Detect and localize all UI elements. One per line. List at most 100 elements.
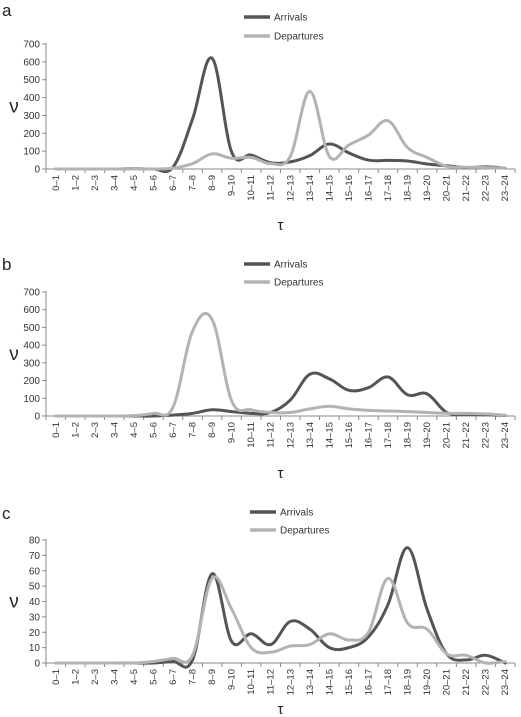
- y-tick-label: 600: [23, 57, 40, 68]
- x-tick-label: 0–1: [51, 669, 62, 685]
- x-tick-label: 1–2: [70, 175, 81, 191]
- x-tick-label: 20–21: [442, 669, 453, 695]
- x-tick-label: 5–6: [148, 669, 159, 685]
- y-tick-label: 20: [29, 628, 41, 639]
- y-tick-label: 700: [23, 288, 40, 299]
- y-tick-label: 500: [23, 323, 40, 334]
- x-tick-label: 19–20: [422, 175, 433, 201]
- x-tick-label: 19–20: [422, 422, 433, 448]
- x-axis-title: τ: [278, 217, 284, 234]
- x-tick-label: 19–20: [422, 669, 433, 695]
- y-tick-label: 400: [23, 93, 40, 104]
- series-line-arrivals: [54, 56, 507, 174]
- x-tick-label: 8–9: [207, 422, 218, 438]
- x-tick-label: 10–11: [246, 175, 257, 201]
- y-tick-label: 70: [29, 551, 41, 562]
- panel-label: a: [2, 1, 12, 20]
- x-tick-label: 21–22: [461, 175, 472, 201]
- x-tick-label: 4–5: [129, 422, 140, 438]
- y-tick-label: 300: [23, 358, 40, 369]
- x-axis-title: τ: [278, 465, 284, 482]
- x-tick-label: 17–18: [383, 422, 394, 448]
- y-tick-label: 0: [34, 412, 40, 423]
- y-tick-label: 0: [34, 659, 40, 670]
- y-tick-label: 300: [23, 111, 40, 122]
- series-line-arrivals: [54, 371, 507, 418]
- x-tick-label: 4–5: [129, 175, 140, 191]
- x-tick-label: 18–19: [403, 422, 414, 448]
- legend-label-departures: Departures: [274, 32, 323, 43]
- x-tick-label: 3–4: [109, 669, 120, 685]
- x-tick-label: 16–17: [363, 422, 374, 448]
- y-tick-label: 700: [23, 40, 40, 51]
- y-tick-label: 50: [29, 582, 41, 593]
- chart-panel-c: c 0 10 20 30 40 50 60 70 80 0–1 1–2 2–3 3–4 4–5 5–6 6–7 7…: [2, 504, 516, 717]
- y-tick-label: 100: [23, 147, 40, 158]
- x-tick-label: 0–1: [51, 422, 62, 438]
- x-tick-label: 9–10: [227, 422, 238, 443]
- y-tick-label: 200: [23, 129, 40, 140]
- x-tick-label: 13–14: [305, 669, 316, 695]
- legend-label-arrivals: Arrivals: [280, 508, 313, 519]
- y-axis-title: ν: [9, 592, 19, 613]
- x-tick-label: 16–17: [363, 669, 374, 695]
- x-tick-label: 17–18: [383, 669, 394, 695]
- y-axis-title: ν: [9, 97, 19, 118]
- y-tick-label: 10: [29, 643, 41, 654]
- x-tick-label: 0–1: [51, 175, 62, 191]
- x-tick-label: 4–5: [129, 669, 140, 685]
- x-tick-label: 20–21: [442, 422, 453, 448]
- legend-label-departures: Departures: [280, 526, 329, 537]
- x-tick-label: 1–2: [70, 422, 81, 438]
- x-tick-label: 7–8: [188, 422, 199, 438]
- x-tick-label: 22–23: [481, 669, 492, 695]
- chart-panel-a: a 0 100 200 300 400 500 600 700 0–1 1–2 2–3 3–4 4–5 5–…: [2, 1, 516, 234]
- x-tick-label: 8–9: [207, 669, 218, 685]
- x-tick-label: 15–16: [344, 669, 355, 695]
- x-tick-label: 23–24: [500, 669, 511, 695]
- panel-label: b: [2, 255, 11, 274]
- x-tick-label: 6–7: [168, 175, 179, 191]
- x-tick-label: 23–24: [500, 175, 511, 201]
- series-line-departures: [54, 311, 507, 418]
- y-tick-label: 100: [23, 394, 40, 405]
- x-tick-label: 6–7: [168, 669, 179, 685]
- x-tick-label: 7–8: [188, 175, 199, 191]
- x-tick-label: 3–4: [109, 175, 120, 191]
- x-tick-label: 21–22: [461, 669, 472, 695]
- x-tick-label: 3–4: [109, 422, 120, 438]
- legend-label-departures: Departures: [274, 278, 323, 289]
- series-line-departures: [54, 575, 507, 665]
- y-tick-label: 200: [23, 376, 40, 387]
- y-tick-label: 80: [29, 536, 41, 547]
- x-tick-label: 5–6: [148, 422, 159, 438]
- x-tick-label: 10–11: [246, 422, 257, 448]
- x-tick-label: 21–22: [461, 422, 472, 448]
- y-tick-label: 30: [29, 612, 41, 623]
- y-tick-label: 40: [29, 597, 41, 608]
- legend-label-arrivals: Arrivals: [274, 13, 307, 24]
- x-tick-label: 14–15: [324, 422, 335, 448]
- x-tick-label: 20–21: [442, 175, 453, 201]
- x-tick-label: 8–9: [207, 175, 218, 191]
- legend-label-arrivals: Arrivals: [274, 260, 307, 271]
- x-axis-title: τ: [278, 701, 284, 717]
- x-tick-label: 9–10: [227, 175, 238, 196]
- x-tick-label: 17–18: [383, 175, 394, 201]
- y-tick-label: 500: [23, 75, 40, 86]
- y-tick-label: 600: [23, 305, 40, 316]
- x-tick-label: 1–2: [70, 669, 81, 685]
- x-tick-label: 18–19: [403, 175, 414, 201]
- x-tick-label: 11–12: [266, 669, 277, 695]
- x-tick-label: 11–12: [266, 175, 277, 201]
- x-tick-label: 2–3: [90, 422, 101, 438]
- x-tick-label: 5–6: [148, 175, 159, 191]
- x-tick-label: 7–8: [188, 669, 199, 685]
- x-tick-label: 12–13: [285, 422, 296, 448]
- x-tick-label: 15–16: [344, 422, 355, 448]
- x-tick-label: 23–24: [500, 422, 511, 448]
- x-tick-label: 14–15: [324, 669, 335, 695]
- x-tick-label: 6–7: [168, 422, 179, 438]
- chart-panel-b: b 0 100 200 300 400 500 600 700 0–1 1–2 2–3 3–4 4–5 5–…: [2, 255, 516, 482]
- x-tick-label: 10–11: [246, 669, 257, 695]
